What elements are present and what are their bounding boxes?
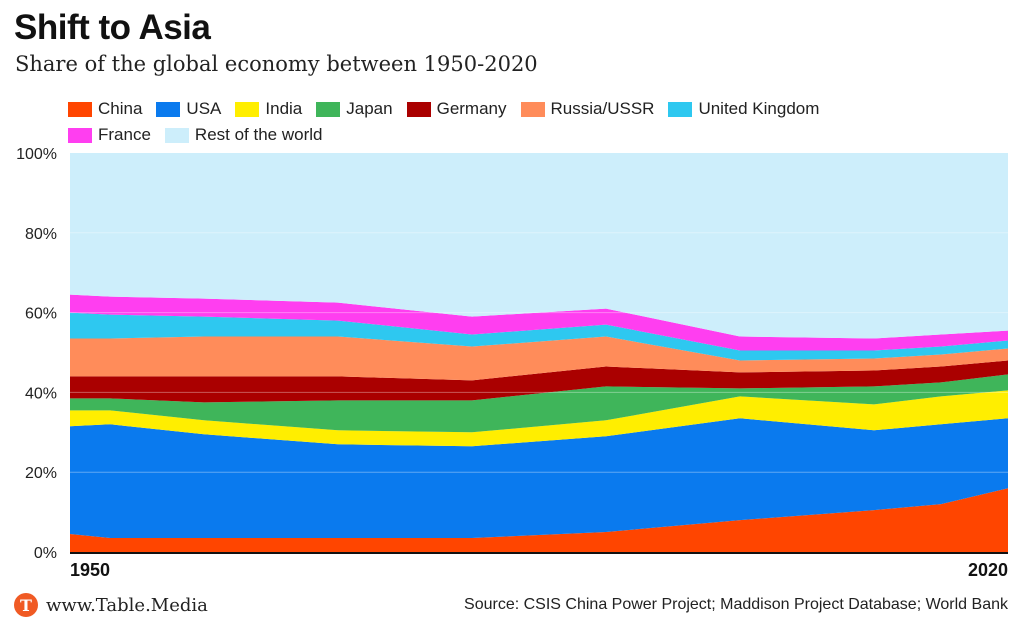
area-usa (70, 418, 1008, 538)
area-united-kingdom (70, 312, 1008, 361)
source-note: Source: CSIS China Power Project; Maddis… (464, 596, 1008, 613)
area-russia-ussr (70, 336, 1008, 381)
area-germany (70, 360, 1008, 403)
legend-swatch (406, 101, 431, 117)
legend-label: Russia/USSR (550, 99, 655, 118)
legend-item-rest-of-the-world: Rest of the world (164, 125, 323, 145)
legend-swatch (164, 127, 189, 143)
legend-swatch (68, 127, 92, 143)
legend-item-germany: Germany (406, 99, 507, 119)
stacked-area-chart: 0% 20% 40% 60% 80% 100% 1950 2020 (16, 146, 1008, 580)
legend-swatch (520, 101, 545, 117)
legend-label: USA (186, 99, 222, 118)
site-url: www.Table.Media (46, 594, 208, 616)
legend-label: Germany (436, 99, 507, 118)
legend-swatch (316, 101, 341, 117)
y-tick-label: 80% (25, 226, 57, 243)
table-media-logo-icon: T (14, 593, 38, 617)
y-tick-label: 40% (25, 385, 57, 402)
legend-item-usa: USA (156, 99, 221, 119)
legend-item-china: China (68, 99, 142, 119)
legend-item-japan: Japan (316, 99, 393, 119)
legend-item-france: France (68, 125, 151, 145)
chart-title: Shift to Asia (14, 8, 211, 47)
x-tick-label: 2020 (968, 560, 1008, 580)
legend: China USA India Japan Germany Russia/USSR Unit… (68, 99, 888, 151)
legend-label: China (98, 99, 143, 118)
legend-label: Japan (346, 99, 393, 118)
legend-swatch (156, 101, 181, 117)
legend-swatch (68, 101, 92, 117)
area-china (70, 488, 1008, 552)
legend-item-india: India (235, 99, 302, 119)
area-rest-of-the-world (70, 153, 1008, 339)
area-japan (70, 374, 1008, 433)
legend-item-united-kingdom: United Kingdom (668, 99, 819, 119)
y-tick-label: 0% (34, 545, 57, 562)
legend-label: Rest of the world (194, 125, 323, 144)
y-tick-label: 60% (25, 306, 57, 323)
area-india (70, 390, 1008, 447)
legend-label: United Kingdom (698, 99, 820, 118)
y-tick-label: 100% (16, 146, 57, 163)
y-tick-label: 20% (25, 465, 57, 482)
area-france (70, 294, 1008, 351)
x-tick-label: 1950 (70, 560, 110, 580)
legend-swatch (668, 101, 693, 117)
footer-logo: T www.Table.Media (14, 593, 208, 617)
legend-swatch (235, 101, 260, 117)
legend-item-russia-ussr: Russia/USSR (520, 99, 655, 119)
legend-label: France (98, 125, 151, 144)
chart-subtitle: Share of the global economy between 1950… (15, 52, 538, 76)
legend-label: India (265, 99, 303, 118)
